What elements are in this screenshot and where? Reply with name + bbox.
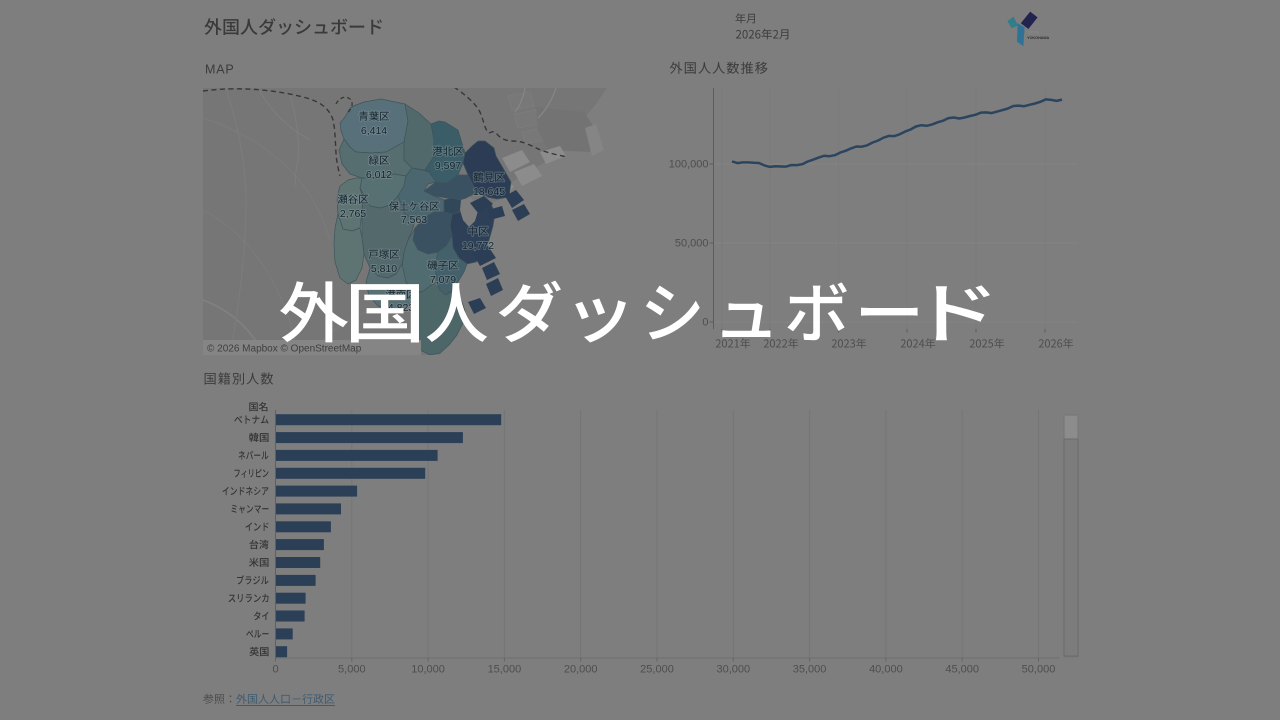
svg-text:9,597: 9,597 xyxy=(435,160,461,172)
svg-text:7,563: 7,563 xyxy=(401,214,427,226)
svg-text:35,000: 35,000 xyxy=(793,664,827,676)
svg-text:19,772: 19,772 xyxy=(462,240,494,252)
svg-text:100,000: 100,000 xyxy=(669,159,709,171)
svg-text:6,414: 6,414 xyxy=(361,125,387,137)
svg-text:5,000: 5,000 xyxy=(338,664,366,676)
svg-text:45,000: 45,000 xyxy=(945,664,979,676)
svg-text:0: 0 xyxy=(702,317,708,329)
svg-text:MAP: MAP xyxy=(205,63,235,77)
svg-text:YOKOHAMA: YOKOHAMA xyxy=(1027,36,1049,40)
svg-text:50,000: 50,000 xyxy=(1022,664,1056,676)
svg-text:6,012: 6,012 xyxy=(366,169,392,181)
svg-text:0: 0 xyxy=(272,664,278,676)
svg-text:18,645: 18,645 xyxy=(473,186,505,198)
svg-text:30,000: 30,000 xyxy=(716,664,750,676)
svg-text:40,000: 40,000 xyxy=(869,664,903,676)
svg-text:25,000: 25,000 xyxy=(640,664,674,676)
svg-text:OPEN: OPEN xyxy=(1027,30,1038,34)
svg-text:© 2026 Mapbox © OpenStreetMap: © 2026 Mapbox © OpenStreetMap xyxy=(207,344,362,355)
svg-text:2,765: 2,765 xyxy=(340,208,366,220)
svg-text:15,000: 15,000 xyxy=(488,664,522,676)
svg-text:20,000: 20,000 xyxy=(564,664,598,676)
svg-text:5,810: 5,810 xyxy=(371,263,397,275)
svg-text:50,000: 50,000 xyxy=(675,238,709,250)
svg-text:10,000: 10,000 xyxy=(411,664,445,676)
svg-text:7,079: 7,079 xyxy=(430,274,456,286)
